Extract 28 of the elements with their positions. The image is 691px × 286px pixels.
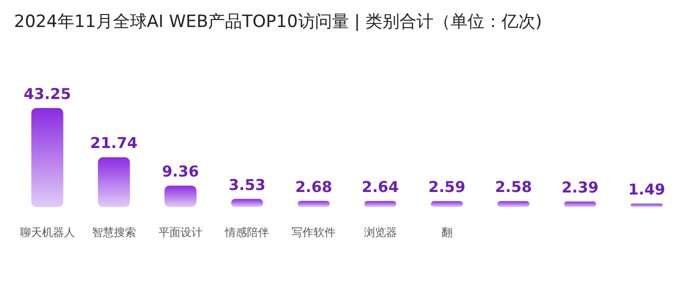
bar (498, 201, 530, 207)
bar (564, 202, 596, 207)
x-tick-label: 写作软件 (292, 226, 336, 239)
chart-title: 2024年11月全球AI WEB产品TOP10访问量 | 类别合计（单位：亿次) (14, 12, 542, 32)
x-tick-label: 情感陪伴 (224, 226, 270, 239)
bar (31, 108, 64, 207)
data-label: 1.49 (628, 180, 666, 199)
bar (231, 198, 264, 207)
bar (98, 157, 130, 207)
data-label: 9.36 (162, 162, 200, 181)
data-label: 2.64 (362, 178, 399, 196)
x-tick-label: 智慧搜索 (92, 226, 136, 239)
bar (364, 200, 396, 207)
bar (430, 201, 463, 207)
data-label: 3.53 (228, 176, 266, 194)
bar (630, 204, 663, 207)
data-label: 2.68 (295, 178, 332, 196)
data-label: 43.25 (24, 85, 72, 103)
x-tick-label: 翻 (441, 226, 452, 239)
data-label: 2.58 (494, 178, 532, 196)
bar (298, 200, 330, 207)
x-tick-label: 浏览器 (364, 226, 397, 239)
data-label: 21.74 (90, 134, 138, 152)
data-label: 2.39 (562, 178, 599, 197)
x-tick-label: 平面设计 (158, 226, 202, 239)
x-tick-label: 聊天机器人 (20, 226, 75, 239)
bar (164, 186, 196, 207)
data-label: 2.59 (428, 178, 466, 196)
